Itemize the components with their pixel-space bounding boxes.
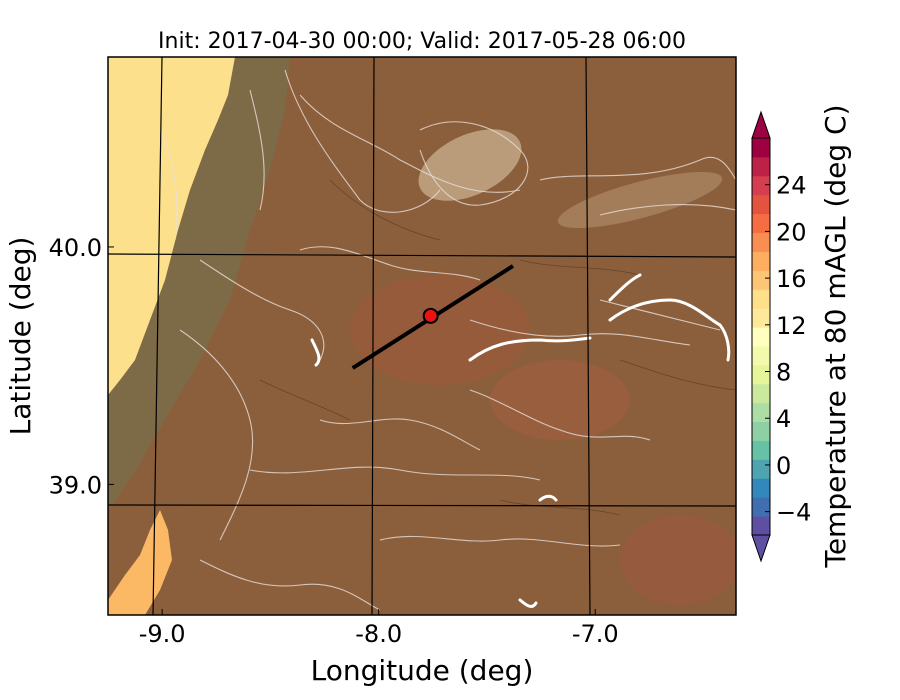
x-tick-label: -8.0 — [355, 620, 402, 648]
faint-contours — [259, 179, 736, 516]
map-frame — [107, 56, 737, 616]
colorbar-segment — [752, 345, 770, 366]
colorbar-segment — [752, 232, 770, 252]
meridian — [585, 57, 591, 615]
meridian — [152, 57, 163, 615]
x-tick-label: -7.0 — [572, 620, 619, 648]
meridian — [371, 57, 375, 615]
colorbar-segment — [752, 175, 770, 196]
parallel — [108, 504, 736, 507]
y-axis: 40.0 39.0 — [49, 234, 114, 499]
mountain-ridge — [418, 129, 522, 201]
colorbar-segment — [752, 497, 770, 517]
y-tick-label: 39.0 — [49, 471, 102, 499]
colorbar-segment — [752, 138, 770, 158]
map-panel[interactable] — [108, 57, 740, 615]
colorbar-segment — [752, 516, 770, 536]
ocean-area — [108, 57, 235, 395]
colorbar-tick-label: 8 — [776, 359, 791, 387]
colorbar-tick-label: 0 — [776, 452, 791, 480]
colorbar-min-extend — [751, 534, 771, 563]
colorbar-segment — [752, 364, 770, 385]
parallel — [108, 253, 736, 258]
colorbar: −4 0 4 8 12 16 20 24 — [751, 110, 811, 563]
warm-region — [620, 515, 736, 605]
colorbar-max-extend — [751, 110, 771, 139]
mountain-ridge — [557, 171, 723, 229]
colorbar-segment — [752, 194, 770, 215]
colorbar-segment — [752, 251, 770, 271]
warm-region — [350, 275, 530, 385]
colorbar-segment — [752, 478, 770, 498]
colorbar-segment — [752, 440, 770, 460]
graticule — [108, 57, 736, 615]
x-tick-label: -9.0 — [139, 620, 186, 648]
colorbar-segment — [752, 421, 770, 441]
colorbar-tick-label: 20 — [776, 218, 807, 246]
colorbar-segment — [752, 270, 770, 290]
estuary-area — [108, 510, 172, 615]
colorbar-segment — [752, 289, 770, 309]
warm-region — [490, 360, 630, 440]
chart-title: Init: 2017-04-30 00:00; Valid: 2017-05-2… — [158, 29, 686, 54]
colorbar-tick-label: 4 — [776, 405, 791, 433]
colorbar-label: Temperature at 80 mAGL (deg C) — [819, 104, 852, 568]
x-axis: -9.0 -8.0 -7.0 — [139, 609, 619, 648]
y-tick-label: 40.0 — [49, 234, 102, 262]
colorbar-frame — [751, 137, 771, 536]
colorbar-segment — [752, 459, 770, 479]
colorbar-tick-label: 24 — [776, 172, 807, 200]
colorbar-tick-label: 12 — [776, 312, 807, 340]
x-axis-label: Longitude (deg) — [311, 654, 534, 687]
location-marker[interactable] — [422, 307, 439, 324]
contour-lines — [159, 69, 736, 611]
colorbar-tick-label: −4 — [776, 499, 811, 527]
colorbar-segment — [752, 327, 770, 347]
colorbar-segment — [752, 213, 770, 234]
y-axis-label: Latitude (deg) — [4, 237, 37, 436]
colorbar-segment — [752, 156, 770, 177]
colorbar-segment — [752, 308, 770, 328]
colorbar-segment — [752, 383, 770, 404]
reservoirs — [310, 273, 731, 608]
colorbar-tick-label: 16 — [776, 265, 807, 293]
colorbar-segment — [752, 402, 770, 423]
